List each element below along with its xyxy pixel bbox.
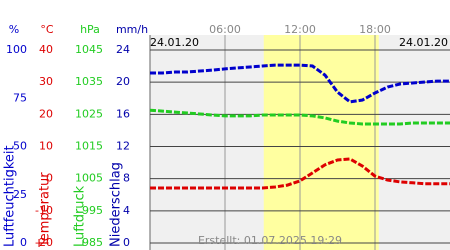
y-tick-label: 995: [82, 204, 103, 217]
y-tick-label: 1035: [75, 75, 103, 88]
axis-title: Temperatur: [38, 172, 53, 248]
x-tick-label: 06:00: [209, 23, 241, 36]
axis-unit: °C: [40, 23, 54, 36]
y-tick-label: 4: [123, 204, 130, 217]
y-tick-label: 1025: [75, 107, 103, 120]
date-right: 24.01.20: [399, 36, 448, 49]
y-tick-label: 0: [123, 236, 130, 249]
axis-title: Niederschlag: [109, 162, 124, 247]
axis-unit: mm/h: [116, 23, 148, 36]
y-tick-label: 1015: [75, 140, 103, 153]
y-tick-label: 100: [6, 43, 27, 56]
y-tick-label: 75: [13, 91, 27, 104]
y-tick-label: 20: [39, 107, 53, 120]
series-line: [149, 108, 450, 126]
y-tick-label: 40: [39, 43, 53, 56]
y-tick-label: 25: [13, 188, 27, 201]
date-left: 24.01.20: [150, 36, 199, 49]
y-tick-label: 20: [116, 75, 130, 88]
y-tick-label: -20: [35, 236, 53, 249]
y-tick-label: 30: [39, 75, 53, 88]
axis-title: Luftdruck: [73, 185, 88, 247]
y-tick-label: 16: [116, 107, 130, 120]
y-tick-label: 985: [82, 236, 103, 249]
footer: Erstellt: 01.07.2025 19:29: [198, 234, 342, 247]
y-tick-label: 24: [116, 43, 130, 56]
y-tick-label: -10: [35, 204, 53, 217]
x-tick-label: 18:00: [359, 23, 391, 36]
y-tick-label: 10: [39, 140, 53, 153]
y-tick-label: 1005: [75, 172, 103, 185]
axis-unit: hPa: [80, 23, 100, 36]
series-line: [150, 63, 450, 104]
axis-title: Luftfeuchtigkeit: [3, 145, 18, 247]
y-tick-label: 1045: [75, 43, 103, 56]
x-tick-label: 12:00: [284, 23, 316, 36]
axis-unit: %: [9, 23, 19, 36]
y-tick-label: 50: [13, 140, 27, 153]
y-tick-label: 8: [123, 172, 130, 185]
y-tick-label: 0: [46, 172, 53, 185]
y-tick-label: 12: [116, 140, 130, 153]
daylight-band: [263, 35, 379, 250]
y-tick-label: 0: [20, 236, 27, 249]
series-line: [150, 157, 450, 190]
